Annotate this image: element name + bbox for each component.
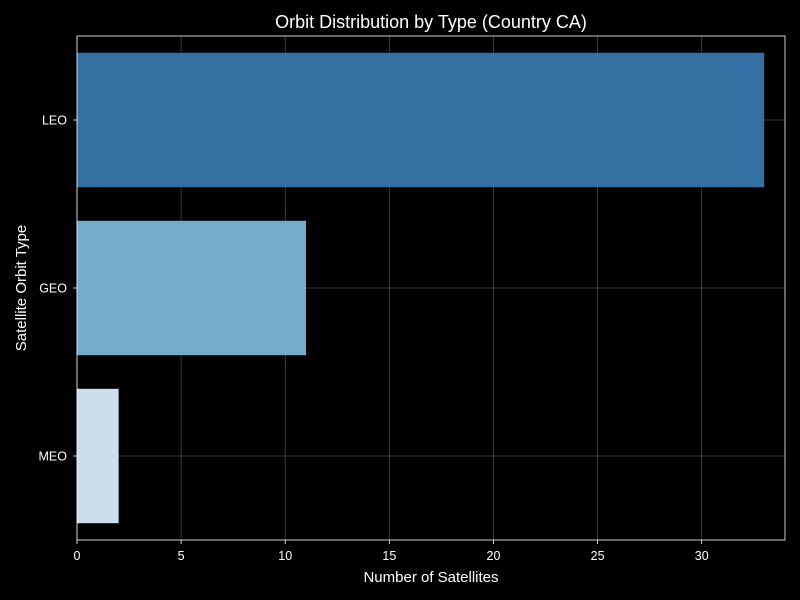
- x-tick-label: 20: [487, 549, 501, 563]
- y-tick-label: LEO: [42, 114, 67, 128]
- chart-title: Orbit Distribution by Type (Country CA): [275, 12, 587, 32]
- x-tick-label: 25: [591, 549, 605, 563]
- y-tick-label: MEO: [39, 450, 68, 464]
- bars: [77, 52, 765, 524]
- x-tick-label: 10: [278, 549, 292, 563]
- x-axis-label: Number of Satellites: [363, 569, 498, 586]
- x-tick-label: 30: [695, 549, 709, 563]
- bar-geo: [77, 220, 307, 356]
- x-tick-label: 0: [74, 549, 81, 563]
- x-tick-label: 5: [178, 549, 185, 563]
- ticks: 0 5 10 15 20 25 30 LEO GEO MEO: [39, 114, 709, 564]
- bar-meo: [77, 388, 119, 524]
- y-axis-label: Satellite Orbit Type: [13, 225, 30, 351]
- y-tick-label: GEO: [39, 282, 67, 296]
- bar-leo: [77, 52, 765, 188]
- x-tick-label: 15: [382, 549, 396, 563]
